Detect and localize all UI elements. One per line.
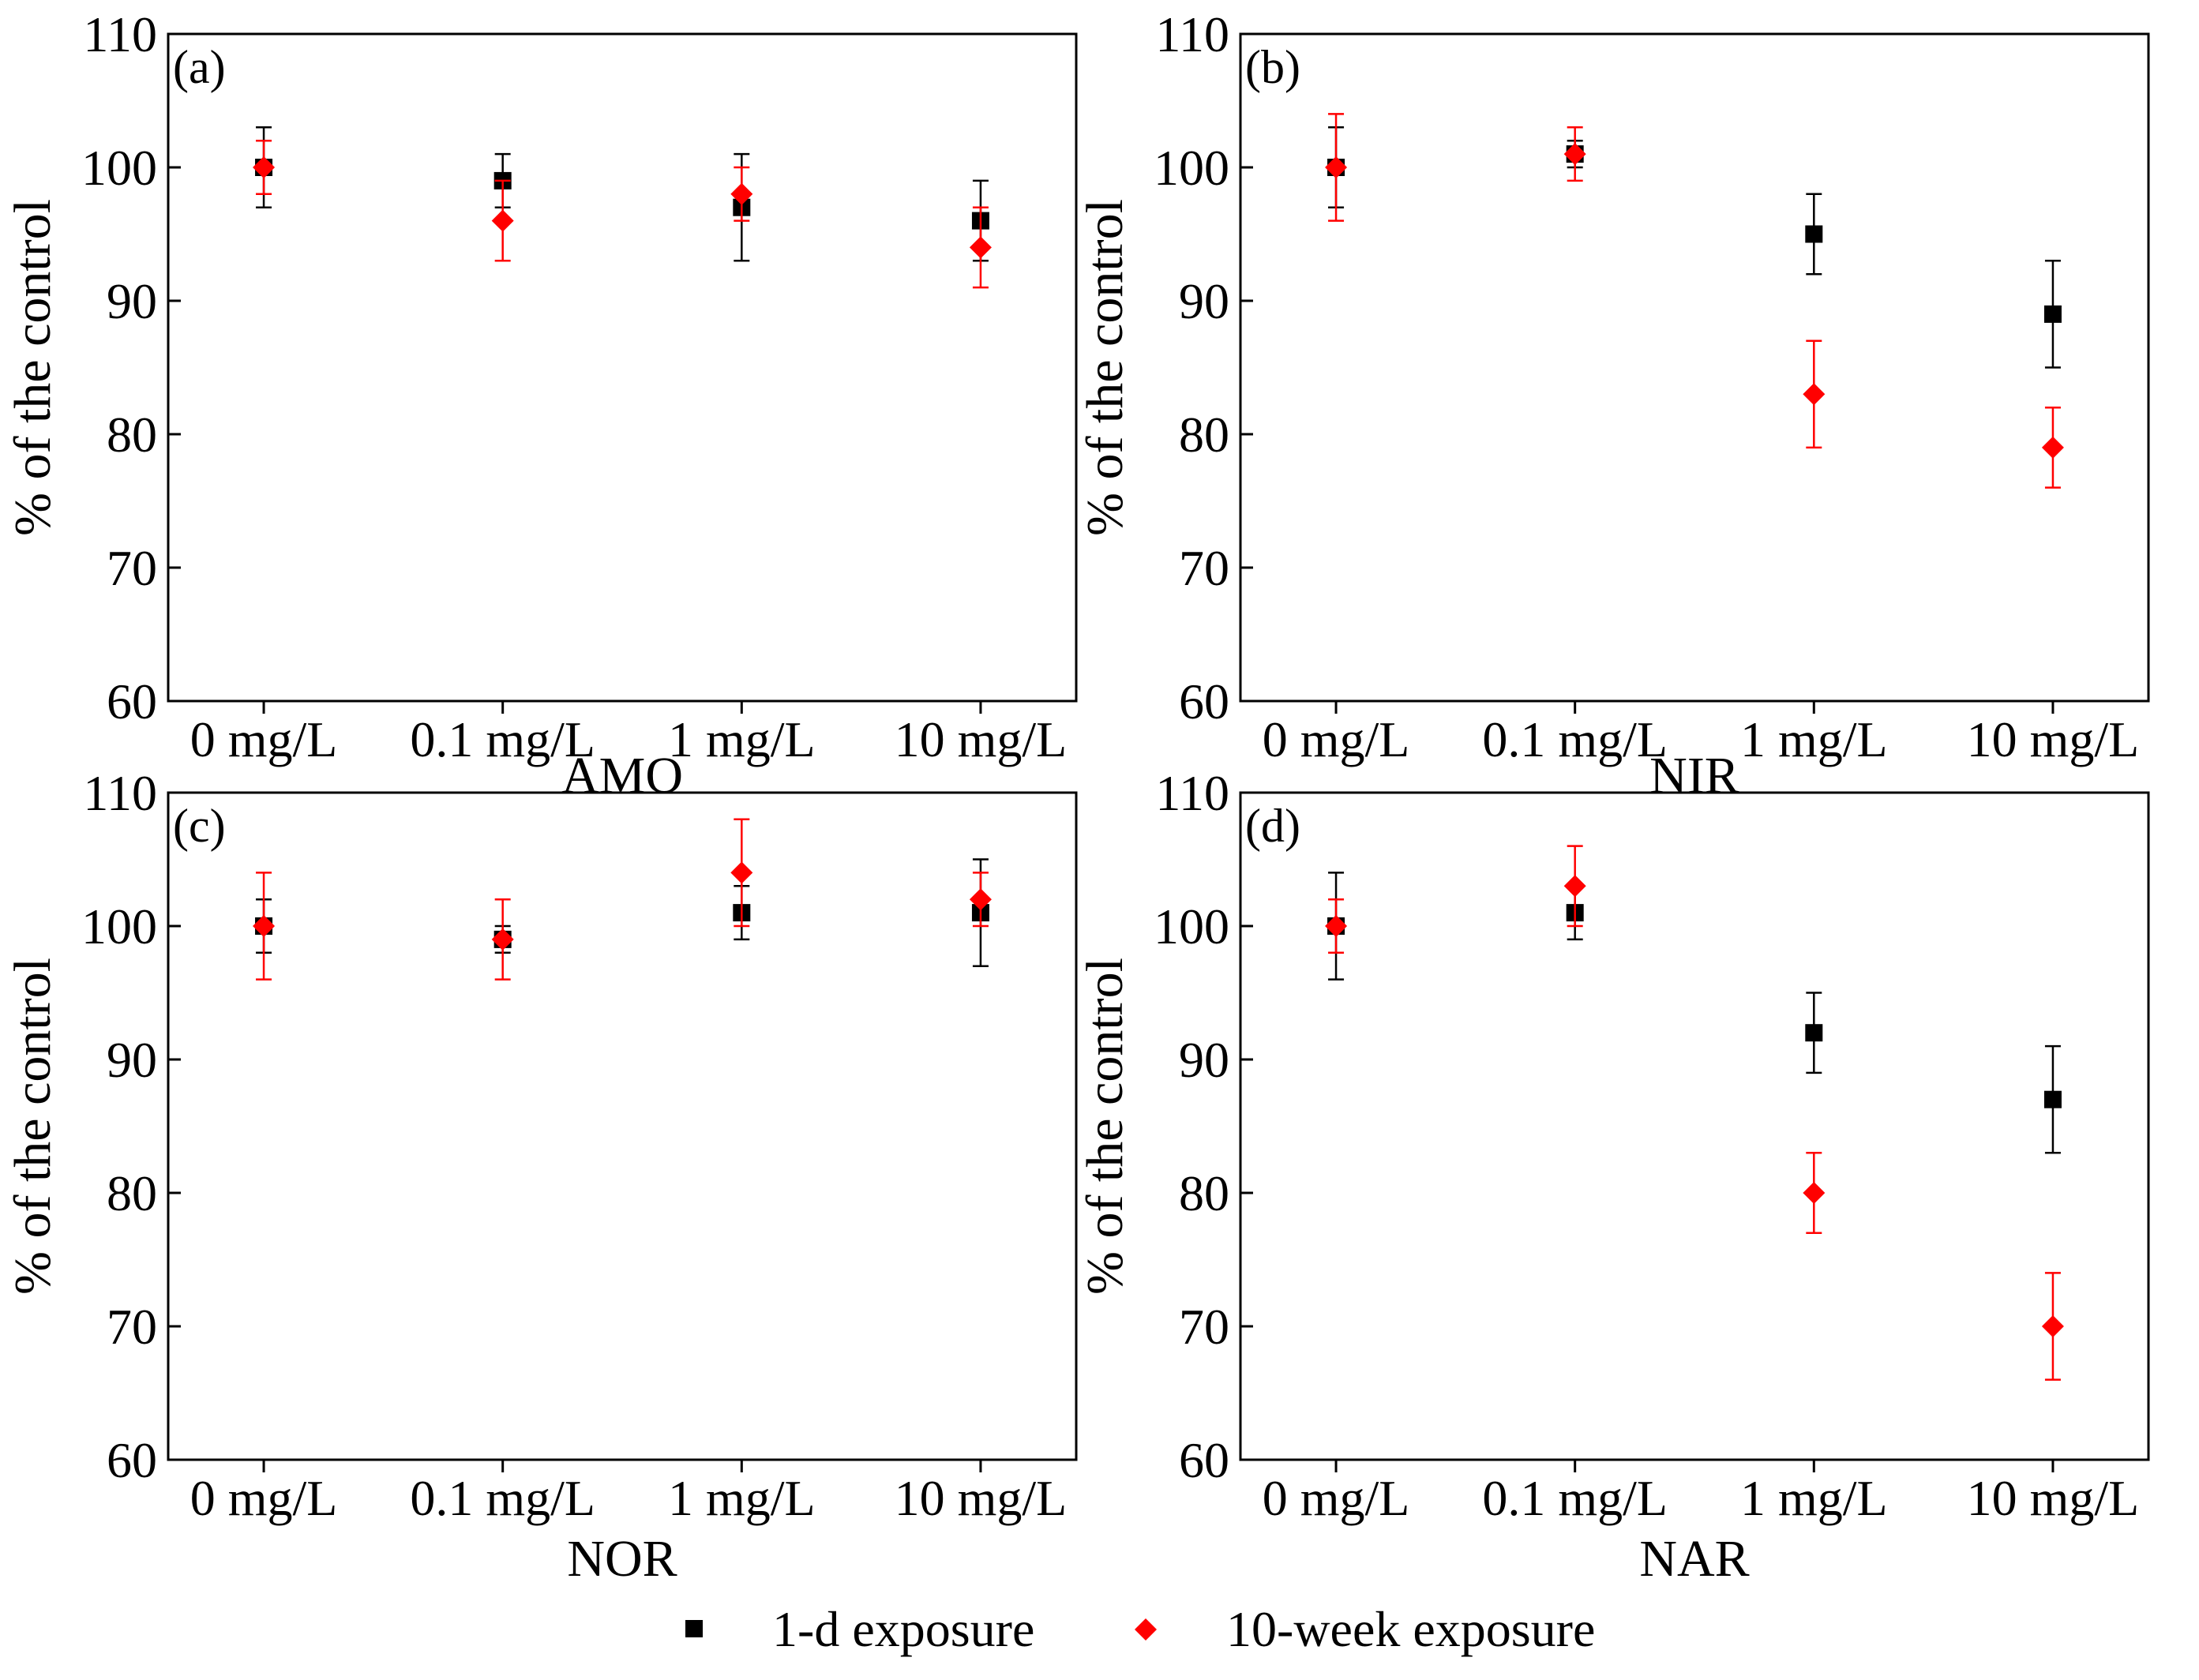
plot-frame [1239, 32, 2150, 703]
y-tick-label: 90 [107, 273, 157, 329]
y-tick-label: 80 [1179, 1165, 1229, 1221]
series-1d-exposure [255, 126, 989, 262]
chart-panel-2: 60 70 80 90 100 110 0 mg/L 0.1 mg/L 1 mg/L 10 mg/… [1076, 6, 2150, 804]
y-tick-label: 110 [83, 765, 157, 821]
x-tick-label: 1 mg/L [668, 1470, 816, 1526]
y-tick-label: 110 [1155, 765, 1229, 821]
y-tick-label: 110 [1155, 6, 1229, 62]
series-10week-exposure [253, 818, 992, 981]
x-axis-title: NIR [1649, 747, 1739, 804]
plot-frame [167, 791, 1078, 1461]
y-tick-label: 100 [81, 140, 157, 196]
series-10week-exposure [253, 139, 992, 289]
chart-panel-3: 60 70 80 90 100 110 0 mg/L 0.1 mg/L 1 mg/L 10 mg/… [4, 765, 1078, 1588]
y-tick-label: 70 [107, 1299, 157, 1355]
y-tick-label: 60 [107, 1432, 157, 1488]
y-tick-label: 70 [1179, 1299, 1229, 1355]
legend-marker-10week-exposure [1135, 1618, 1157, 1641]
x-tick-label: 10 mg/L [895, 711, 1068, 767]
data-point-diamond [730, 182, 753, 205]
data-point-square [2043, 305, 2062, 323]
plot-frame [1239, 791, 2150, 1461]
y-tick-label: 80 [107, 1165, 157, 1221]
data-point-diamond [1325, 915, 1348, 937]
data-point-diamond [1803, 1182, 1826, 1204]
x-tick-label: 0.1 mg/L [410, 1470, 595, 1526]
y-tick-label: 90 [1179, 1032, 1229, 1088]
data-point-diamond [253, 156, 276, 178]
x-tick-label: 10 mg/L [1967, 1470, 2140, 1526]
x-axis-title: NAR [1639, 1530, 1749, 1588]
x-tick-label: 0 mg/L [1263, 711, 1410, 767]
x-tick-label: 0 mg/L [190, 1470, 338, 1526]
data-point-diamond [730, 861, 753, 884]
y-tick-label: 80 [1179, 407, 1229, 463]
plot-frame [167, 32, 1078, 703]
x-tick-label: 0.1 mg/L [410, 711, 595, 767]
data-point-diamond [969, 888, 992, 911]
y-tick-label: 90 [107, 1032, 157, 1088]
series-10week-exposure [1325, 113, 2064, 489]
data-point-diamond [2041, 436, 2064, 459]
data-point-diamond [1563, 875, 1586, 898]
panel-label: (a) [173, 41, 226, 93]
x-tick-label: 10 mg/L [1967, 711, 2140, 767]
y-tick-label: 100 [1154, 140, 1229, 196]
data-point-diamond [491, 209, 514, 232]
panel-label: (b) [1245, 41, 1300, 93]
data-point-diamond [1803, 383, 1826, 406]
x-axis-title: AMO [561, 747, 683, 804]
x-tick-label: 0.1 mg/L [1482, 711, 1668, 767]
y-axis-title: % of the control [1076, 199, 1134, 536]
chart-panel-1: 60 70 80 90 100 110 0 mg/L 0.1 mg/L 1 mg/L 10 mg/… [4, 6, 1078, 804]
data-point-diamond [253, 915, 276, 937]
legend-label-10week-exposure: 10-week exposure [1226, 1601, 1595, 1657]
x-tick-label: 0 mg/L [1263, 1470, 1410, 1526]
x-tick-label: 0.1 mg/L [1482, 1470, 1668, 1526]
panels: 60 70 80 90 100 110 0 mg/L 0.1 mg/L 1 mg/L 10 mg/… [4, 6, 2150, 1588]
data-point-diamond [1563, 143, 1586, 166]
x-tick-label: 10 mg/L [895, 1470, 1068, 1526]
y-axis-title: % of the control [4, 958, 62, 1295]
legend: 1-d exposure 10-week exposure [685, 1601, 1595, 1657]
y-tick-label: 100 [1154, 898, 1229, 954]
series-1d-exposure [1327, 872, 2062, 1154]
data-point-square [1805, 1024, 1823, 1042]
series-1d-exposure [255, 858, 989, 967]
legend-label-1d-exposure: 1-d exposure [772, 1601, 1034, 1657]
x-tick-label: 0 mg/L [190, 711, 338, 767]
y-axis-title: % of the control [1076, 958, 1134, 1295]
y-tick-label: 100 [81, 898, 157, 954]
y-tick-label: 110 [83, 6, 157, 62]
data-point-square [2043, 1090, 2062, 1108]
x-tick-label: 1 mg/L [1740, 711, 1888, 767]
y-axis-title: % of the control [4, 199, 62, 536]
x-tick-label: 1 mg/L [668, 711, 816, 767]
panel-label: (c) [173, 800, 226, 852]
y-tick-label: 60 [1179, 1432, 1229, 1488]
legend-marker-1d-exposure [685, 1620, 703, 1637]
y-tick-label: 80 [107, 407, 157, 463]
y-tick-label: 70 [1179, 540, 1229, 596]
data-point-diamond [491, 928, 514, 951]
y-tick-label: 60 [107, 673, 157, 729]
y-tick-label: 90 [1179, 273, 1229, 329]
data-point-diamond [2041, 1315, 2064, 1337]
panel-label: (d) [1245, 800, 1300, 852]
data-point-square [1805, 225, 1823, 243]
data-point-diamond [1325, 156, 1348, 178]
x-tick-label: 1 mg/L [1740, 1470, 1888, 1526]
x-axis-title: NOR [567, 1530, 677, 1588]
y-tick-label: 70 [107, 540, 157, 596]
series-1d-exposure [1327, 126, 2062, 369]
y-tick-label: 60 [1179, 673, 1229, 729]
data-point-diamond [969, 236, 992, 259]
chart-panel-4: 60 70 80 90 100 110 0 mg/L 0.1 mg/L 1 mg/L 10 mg/… [1076, 765, 2150, 1588]
series-10week-exposure [1325, 845, 2064, 1381]
